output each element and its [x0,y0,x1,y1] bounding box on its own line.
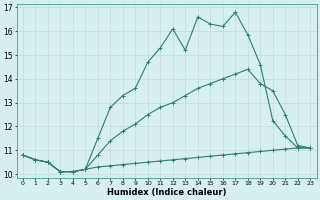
X-axis label: Humidex (Indice chaleur): Humidex (Indice chaleur) [107,188,226,197]
